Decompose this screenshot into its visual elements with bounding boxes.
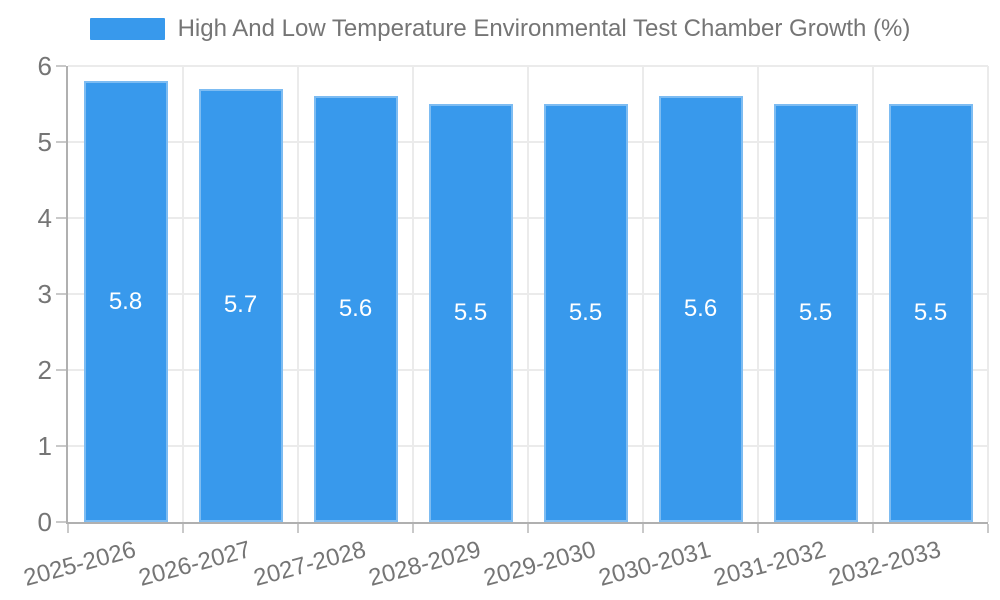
y-axis-tick bbox=[56, 445, 66, 447]
y-axis-tick bbox=[56, 141, 66, 143]
bar-value-label: 5.6 bbox=[338, 295, 373, 323]
x-axis-tick bbox=[872, 524, 874, 533]
x-axis-tick bbox=[642, 524, 644, 533]
bar[interactable]: 5.5 bbox=[428, 104, 513, 522]
bar-value-label: 5.6 bbox=[683, 295, 718, 323]
legend-swatch bbox=[89, 18, 165, 40]
legend-item[interactable]: High And Low Temperature Environmental T… bbox=[0, 14, 1000, 44]
bar[interactable]: 5.5 bbox=[773, 104, 858, 522]
bar[interactable]: 5.6 bbox=[658, 96, 743, 522]
y-axis-tick-label: 2 bbox=[37, 355, 52, 385]
x-axis-tick bbox=[412, 524, 414, 533]
gridline-vertical bbox=[642, 66, 644, 522]
gridline-vertical bbox=[987, 66, 989, 522]
y-axis-tick-label: 3 bbox=[37, 279, 52, 309]
gridline-vertical bbox=[527, 66, 529, 522]
y-axis-tick-label: 0 bbox=[37, 507, 52, 537]
x-axis-tick bbox=[987, 524, 989, 533]
x-axis-line bbox=[66, 522, 988, 524]
x-axis-tick bbox=[527, 524, 529, 533]
x-axis-tick-label: 2030-2031 bbox=[595, 536, 714, 592]
y-axis-tick-label: 6 bbox=[37, 51, 52, 81]
gridline-vertical bbox=[872, 66, 874, 522]
bar-value-label: 5.7 bbox=[223, 291, 258, 319]
chart-title: High And Low Temperature Environmental T… bbox=[177, 15, 911, 42]
bar[interactable]: 5.6 bbox=[313, 96, 398, 522]
x-axis-tick bbox=[757, 524, 759, 533]
bar-value-label: 5.5 bbox=[913, 299, 948, 326]
y-axis-tick-label: 4 bbox=[37, 203, 52, 233]
x-axis-tick-label: 2025-2026 bbox=[20, 536, 139, 592]
bar[interactable]: 5.8 bbox=[83, 81, 168, 522]
y-axis-tick bbox=[56, 217, 66, 219]
y-axis-tick-label: 1 bbox=[37, 431, 52, 461]
y-axis-tick-label: 5 bbox=[37, 127, 52, 157]
gridline-vertical bbox=[757, 66, 759, 522]
x-axis-tick-label: 2028-2029 bbox=[365, 536, 484, 592]
bar[interactable]: 5.7 bbox=[198, 88, 283, 522]
x-axis-tick-label: 2029-2030 bbox=[480, 536, 599, 592]
bar-value-label: 5.8 bbox=[108, 287, 143, 315]
bar-value-label: 5.5 bbox=[798, 299, 833, 326]
x-axis-tick-label: 2032-2033 bbox=[825, 536, 944, 592]
x-axis-tick-label: 2026-2027 bbox=[135, 536, 254, 592]
gridline-vertical bbox=[297, 66, 299, 522]
y-axis-tick bbox=[56, 65, 66, 67]
bar[interactable]: 5.5 bbox=[543, 104, 628, 522]
y-axis-tick bbox=[56, 293, 66, 295]
bar[interactable]: 5.5 bbox=[888, 104, 973, 522]
x-axis-tick bbox=[297, 524, 299, 533]
gridline-vertical bbox=[182, 66, 184, 522]
y-axis-tick bbox=[56, 521, 66, 523]
gridline-vertical bbox=[412, 66, 414, 522]
x-axis-tick bbox=[67, 524, 69, 533]
x-axis-tick-label: 2031-2032 bbox=[710, 536, 829, 592]
bar-value-label: 5.5 bbox=[568, 299, 603, 326]
bar-value-label: 5.5 bbox=[453, 299, 488, 326]
y-axis-tick bbox=[56, 369, 66, 371]
x-axis-tick-label: 2027-2028 bbox=[250, 536, 369, 592]
y-axis-line bbox=[66, 66, 68, 522]
x-axis-tick bbox=[182, 524, 184, 533]
